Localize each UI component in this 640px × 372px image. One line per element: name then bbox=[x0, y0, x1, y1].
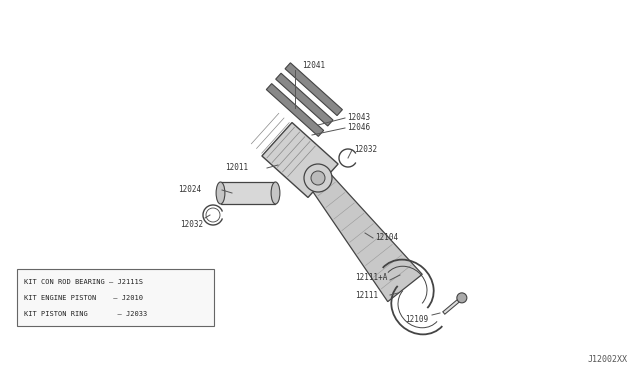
Text: 12111: 12111 bbox=[355, 292, 378, 301]
Ellipse shape bbox=[271, 182, 280, 204]
Text: 12111+A: 12111+A bbox=[355, 273, 387, 282]
Text: J12002XX: J12002XX bbox=[588, 355, 628, 364]
Text: 12011: 12011 bbox=[225, 163, 248, 171]
Ellipse shape bbox=[216, 182, 225, 204]
Polygon shape bbox=[262, 122, 338, 198]
Polygon shape bbox=[221, 182, 275, 204]
Circle shape bbox=[311, 171, 325, 185]
Polygon shape bbox=[266, 84, 324, 137]
Circle shape bbox=[304, 164, 332, 192]
Polygon shape bbox=[276, 73, 333, 126]
Text: 12024: 12024 bbox=[178, 185, 201, 193]
Text: KIT ENGINE PISTON    – J2010: KIT ENGINE PISTON – J2010 bbox=[24, 295, 143, 301]
Text: 12104: 12104 bbox=[375, 232, 398, 241]
Text: KIT PISTON RING       – J2033: KIT PISTON RING – J2033 bbox=[24, 311, 147, 317]
Text: KIT CON ROD BEARING – J2111S: KIT CON ROD BEARING – J2111S bbox=[24, 279, 143, 285]
Text: 12032: 12032 bbox=[354, 144, 377, 154]
Text: 12109: 12109 bbox=[405, 315, 428, 324]
FancyBboxPatch shape bbox=[17, 269, 214, 326]
Text: 12046: 12046 bbox=[347, 122, 370, 131]
Text: 12032: 12032 bbox=[180, 219, 203, 228]
Polygon shape bbox=[285, 63, 342, 116]
Text: 12043: 12043 bbox=[347, 112, 370, 122]
Polygon shape bbox=[308, 170, 422, 302]
Text: 12041: 12041 bbox=[302, 61, 325, 70]
Circle shape bbox=[457, 293, 467, 303]
